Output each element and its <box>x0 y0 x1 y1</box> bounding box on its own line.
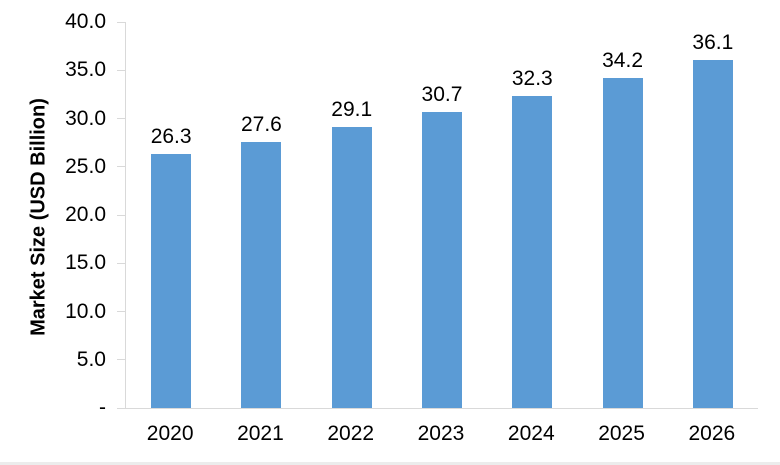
bar <box>151 154 192 408</box>
y-axis-tick-mark <box>117 359 126 361</box>
y-axis-tick-label: 30.0 <box>65 106 106 130</box>
y-axis-tick-label: 5.0 <box>76 347 106 371</box>
bottom-edge-artifact <box>0 462 780 465</box>
bar-value-label: 27.6 <box>240 112 282 136</box>
x-axis-label: 2022 <box>327 422 375 445</box>
y-axis-tick-mark <box>117 262 126 264</box>
x-axis-label: 2025 <box>598 422 645 445</box>
y-axis-tick-mark <box>117 21 126 23</box>
bar-value-label: 30.7 <box>421 82 463 106</box>
y-axis-tick-label: 20.0 <box>65 203 106 227</box>
y-axis-tick-label: - <box>99 396 106 420</box>
x-axis-label: 2023 <box>417 422 465 445</box>
bar-slot: 34.2 <box>577 22 667 408</box>
y-axis-tick-mark <box>117 311 126 312</box>
bar <box>512 96 553 408</box>
x-axis-label: 2020 <box>146 422 194 445</box>
bar-slot: 29.1 <box>307 22 397 408</box>
bar-value-label: 34.2 <box>602 48 643 72</box>
y-axis-tick-mark <box>117 214 126 216</box>
bar-slot: 27.6 <box>216 22 306 408</box>
bar <box>692 59 733 408</box>
bar <box>241 141 282 408</box>
y-axis-tick-mark <box>117 166 126 168</box>
y-axis-title: Market Size (USD Billion) <box>27 98 50 336</box>
bar-value-label: 32.3 <box>511 67 553 91</box>
x-axis-label: 2026 <box>688 422 736 445</box>
x-axis-label: 2021 <box>237 422 284 445</box>
bar-slot: 30.7 <box>397 22 487 408</box>
bar-value-label: 29.1 <box>331 98 373 122</box>
bar <box>421 111 462 408</box>
y-axis-tick-mark <box>117 407 126 409</box>
y-axis-tick-mark <box>117 118 126 119</box>
bar-slot: 36.1 <box>668 22 758 408</box>
bar <box>331 127 372 408</box>
y-axis-tick-mark <box>117 69 126 71</box>
bar-value-label: 36.1 <box>692 30 734 54</box>
plot-area: 40.0 35.0 30.0 25.0 20.0 15.0 10.0 5.0 - 26.3 27.6… <box>65 11 758 418</box>
y-axis-tick-label: 25.0 <box>65 154 106 178</box>
y-axis-tick-label: 10.0 <box>65 299 106 323</box>
bar-value-label: 26.3 <box>150 125 192 149</box>
x-axis-labels: 2020 2021 2022 2023 2024 2025 2026 <box>125 421 757 446</box>
y-axis-tick-label: 35.0 <box>65 58 106 82</box>
bar-slot: 26.3 <box>126 22 216 408</box>
bar <box>602 77 643 408</box>
y-axis-tick-label: 40.0 <box>65 10 106 34</box>
x-axis-label: 2024 <box>507 422 555 445</box>
bar-slot: 32.3 <box>487 22 577 408</box>
y-axis-tick-label: 15.0 <box>65 251 106 275</box>
